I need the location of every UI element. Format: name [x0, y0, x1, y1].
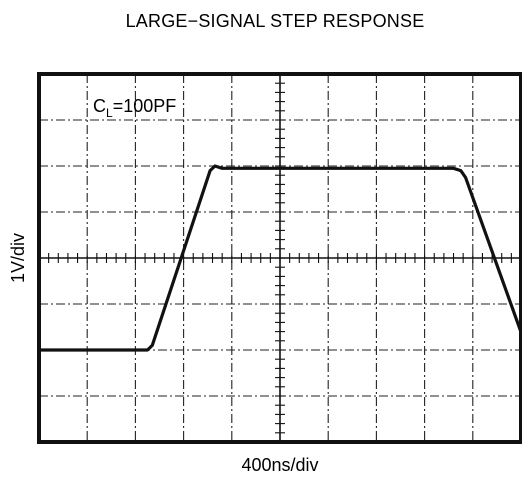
- x-axis-label: 400ns/div: [241, 455, 318, 475]
- y-axis-label: 1V/div: [8, 233, 28, 283]
- annotation-subscript: L: [106, 106, 113, 120]
- load-capacitance-annotation: CL=100PF: [93, 96, 176, 120]
- chart-title: LARGE−SIGNAL STEP RESPONSE: [126, 11, 425, 31]
- annotation-prefix: C: [93, 96, 106, 116]
- step-response-trace: [39, 164, 521, 352]
- annotation-suffix: =100PF: [113, 96, 177, 116]
- plot-frame: [37, 72, 522, 444]
